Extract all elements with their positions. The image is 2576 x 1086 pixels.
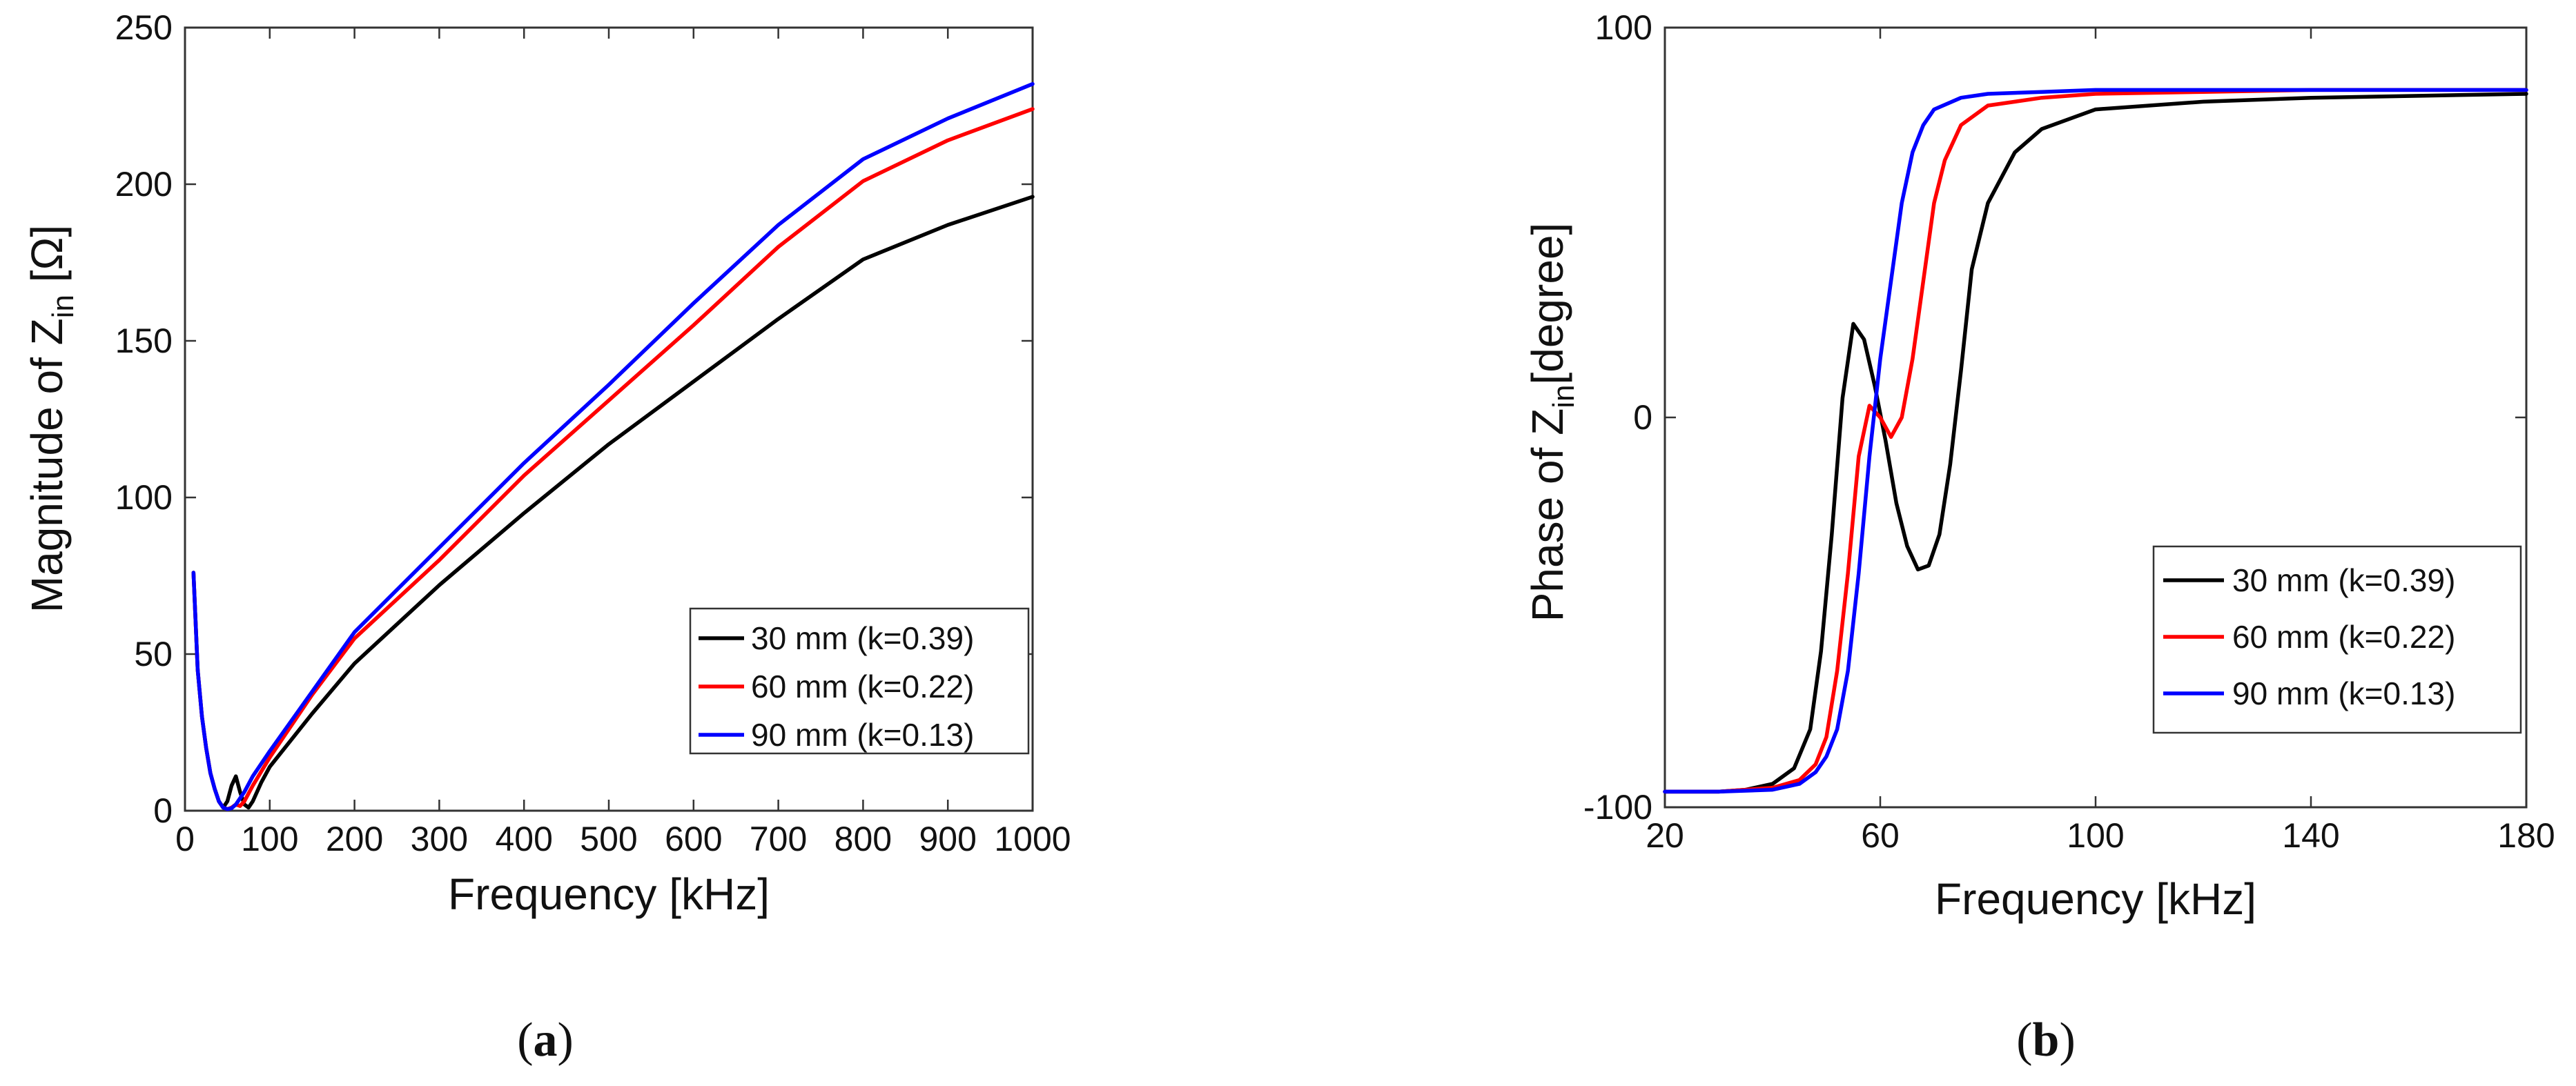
legend-label-1: 30 mm (k=0.39) (2232, 562, 2455, 598)
chart-panel-b: 20 60 100 140 180 -100 0 100 Frequency [kHz] P… (1523, 8, 2555, 1067)
legend-a: 30 mm (k=0.39) 60 mm (k=0.22) 90 mm (k=0.1… (689, 607, 1030, 755)
y-tick-label: 100 (115, 478, 173, 517)
x-tick-label: 300 (411, 820, 468, 858)
y-tick-label: 50 (134, 635, 173, 673)
x-tick-label: 100 (241, 820, 298, 858)
x-tick-label: 600 (665, 820, 722, 858)
x-tick-label: 100 (2067, 816, 2124, 855)
y-ticks-b: -100 0 100 (1583, 8, 2526, 827)
series-lines-a (191, 81, 1035, 811)
chart-panel-a: 0 100 200 300 400 500 600 700 800 900 1000 0 50 100 1… (22, 8, 1071, 1067)
x-tick-label: 900 (919, 820, 976, 858)
y-tick-label: 150 (115, 322, 173, 360)
x-axis-title-b: Frequency [kHz] (1935, 874, 2256, 924)
y-tick-label: 0 (153, 791, 173, 830)
y-axis-title-a: Magnitude of Zin [Ω] (22, 225, 80, 613)
x-tick-label: 700 (750, 820, 807, 858)
y-ticks-a: 0 50 100 150 200 250 (115, 8, 1033, 830)
panel-label-b: (b) (2016, 1014, 2076, 1067)
x-tick-label: 0 (175, 820, 195, 858)
x-tick-label: 500 (580, 820, 637, 858)
series-lines-b (1663, 88, 2528, 794)
y-tick-label: 0 (1633, 398, 1652, 437)
x-tick-label: 400 (495, 820, 552, 858)
y-tick-label: 250 (115, 8, 173, 47)
x-tick-label: 180 (2497, 816, 2555, 855)
series-line-2 (1663, 88, 2528, 794)
x-tick-label: 1000 (994, 820, 1071, 858)
x-tick-label: 20 (1646, 816, 1684, 855)
x-tick-label: 60 (1861, 816, 1900, 855)
legend-box-a (689, 607, 1030, 755)
x-tick-label: 200 (326, 820, 383, 858)
legend-b: 30 mm (k=0.39) 60 mm (k=0.22) 90 mm (k=0.1… (2152, 545, 2522, 734)
legend-label-3: 90 mm (k=0.13) (751, 717, 974, 753)
legend-label-1: 30 mm (k=0.39) (751, 620, 974, 656)
x-tick-label: 800 (835, 820, 892, 858)
legend-label-2: 60 mm (k=0.22) (751, 669, 974, 704)
series-line-1 (1663, 92, 2528, 794)
x-ticks-b: 20 60 100 140 180 (1646, 28, 2555, 855)
y-tick-label: 100 (1595, 8, 1652, 47)
series-line-3 (191, 81, 1035, 811)
y-axis-title-b: Phase of Zin[degree] (1523, 223, 1581, 622)
series-line-3 (1663, 88, 2528, 794)
x-ticks-a: 0 100 200 300 400 500 600 700 800 900 1000 (175, 28, 1071, 858)
legend-label-2: 60 mm (k=0.22) (2232, 619, 2455, 655)
x-tick-label: 140 (2282, 816, 2339, 855)
y-tick-label: -100 (1583, 788, 1652, 827)
legend-label-3: 90 mm (k=0.13) (2232, 675, 2455, 711)
x-axis-title-a: Frequency [kHz] (448, 869, 770, 919)
legend-box-b (2152, 545, 2522, 734)
y-tick-label: 200 (115, 165, 173, 204)
panel-label-a: (a) (517, 1014, 574, 1067)
